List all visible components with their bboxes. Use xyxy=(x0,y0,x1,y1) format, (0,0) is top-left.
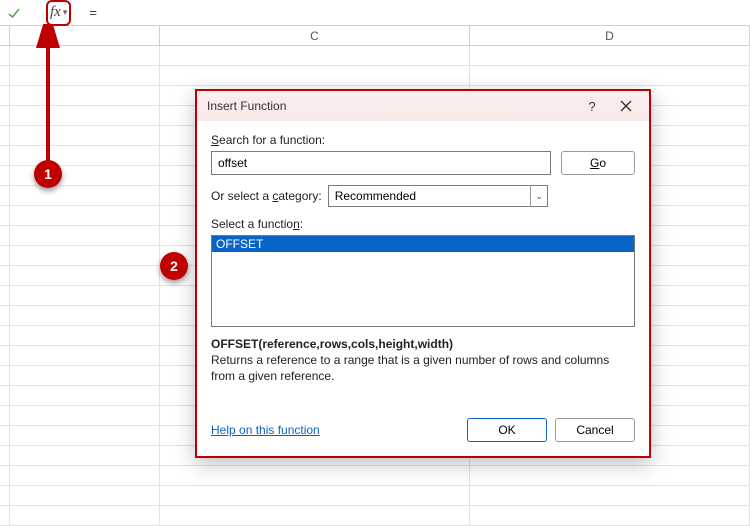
cell[interactable] xyxy=(0,146,10,165)
col-stub xyxy=(0,26,10,45)
cell[interactable] xyxy=(470,506,750,525)
callout-arrow xyxy=(30,24,70,174)
dialog-title: Insert Function xyxy=(207,99,575,113)
cell[interactable] xyxy=(10,366,160,385)
chevron-down-icon: ▾ xyxy=(63,7,68,18)
insert-function-dialog: Insert Function ? Search for a function:… xyxy=(195,89,651,458)
close-button[interactable] xyxy=(609,94,643,118)
cell[interactable] xyxy=(10,426,160,445)
cell[interactable] xyxy=(0,406,10,425)
grid-row xyxy=(0,486,750,506)
cell[interactable] xyxy=(10,266,160,285)
cell[interactable] xyxy=(470,466,750,485)
grid-row xyxy=(0,466,750,486)
insert-function-button[interactable]: fx ▾ xyxy=(46,0,71,26)
grid-row xyxy=(0,46,750,66)
cell[interactable] xyxy=(0,126,10,145)
help-link[interactable]: Help on this function xyxy=(211,423,320,437)
cell[interactable] xyxy=(10,206,160,225)
function-signature: OFFSET(reference,rows,cols,height,width) xyxy=(211,337,635,351)
cell[interactable] xyxy=(0,86,10,105)
cell[interactable] xyxy=(470,66,750,85)
search-label: Search for a function: xyxy=(211,133,635,147)
callout-marker-2: 2 xyxy=(160,252,188,280)
cell[interactable] xyxy=(0,46,10,65)
cell[interactable] xyxy=(0,366,10,385)
dialog-titlebar[interactable]: Insert Function ? xyxy=(197,91,649,121)
col-c-header[interactable]: C xyxy=(160,26,470,45)
cell[interactable] xyxy=(10,446,160,465)
cell[interactable] xyxy=(10,186,160,205)
cell[interactable] xyxy=(0,506,10,525)
cell[interactable] xyxy=(0,486,10,505)
cell[interactable] xyxy=(0,226,10,245)
select-function-label: Select a function: xyxy=(211,217,635,231)
dialog-body: Search for a function: Go Or select a ca… xyxy=(197,121,649,456)
formula-bar: fx ▾ = xyxy=(0,0,750,26)
cell[interactable] xyxy=(10,346,160,365)
column-headers: C D xyxy=(0,26,750,46)
category-select[interactable] xyxy=(328,185,548,207)
formula-input[interactable]: = xyxy=(89,5,97,20)
cell[interactable] xyxy=(0,306,10,325)
cell[interactable] xyxy=(0,426,10,445)
close-icon xyxy=(620,100,632,112)
enter-icon[interactable] xyxy=(2,1,26,25)
cell[interactable] xyxy=(10,286,160,305)
go-button[interactable]: Go xyxy=(561,151,635,175)
cell[interactable] xyxy=(0,186,10,205)
cell[interactable] xyxy=(160,506,470,525)
cell[interactable] xyxy=(0,266,10,285)
cell[interactable] xyxy=(0,446,10,465)
cell[interactable] xyxy=(10,226,160,245)
cell[interactable] xyxy=(160,46,470,65)
grid-row xyxy=(0,66,750,86)
category-label: Or select a category: xyxy=(211,189,322,203)
cancel-button[interactable]: Cancel xyxy=(555,418,635,442)
cell[interactable] xyxy=(160,66,470,85)
cell[interactable] xyxy=(0,246,10,265)
search-input[interactable] xyxy=(211,151,551,175)
cell[interactable] xyxy=(160,486,470,505)
fx-icon: fx xyxy=(50,4,61,21)
cell[interactable] xyxy=(0,66,10,85)
cell[interactable] xyxy=(0,326,10,345)
cell[interactable] xyxy=(0,286,10,305)
cell[interactable] xyxy=(0,206,10,225)
help-button[interactable]: ? xyxy=(575,94,609,118)
cell[interactable] xyxy=(10,486,160,505)
cell[interactable] xyxy=(470,486,750,505)
cell[interactable] xyxy=(0,466,10,485)
cell[interactable] xyxy=(0,346,10,365)
cell[interactable] xyxy=(160,466,470,485)
cell[interactable] xyxy=(10,386,160,405)
cell[interactable] xyxy=(10,506,160,525)
cell[interactable] xyxy=(470,46,750,65)
function-list[interactable]: OFFSET xyxy=(211,235,635,327)
col-d-header[interactable]: D xyxy=(470,26,750,45)
ok-button[interactable]: OK xyxy=(467,418,547,442)
cell[interactable] xyxy=(10,326,160,345)
cell[interactable] xyxy=(0,106,10,125)
cell[interactable] xyxy=(10,246,160,265)
callout-marker-1: 1 xyxy=(34,160,62,188)
grid-row xyxy=(0,506,750,526)
cell[interactable] xyxy=(10,406,160,425)
function-description: Returns a reference to a range that is a… xyxy=(211,352,635,384)
function-item-offset[interactable]: OFFSET xyxy=(212,236,634,252)
cell[interactable] xyxy=(10,466,160,485)
cell[interactable] xyxy=(10,306,160,325)
cell[interactable] xyxy=(0,166,10,185)
cell[interactable] xyxy=(0,386,10,405)
